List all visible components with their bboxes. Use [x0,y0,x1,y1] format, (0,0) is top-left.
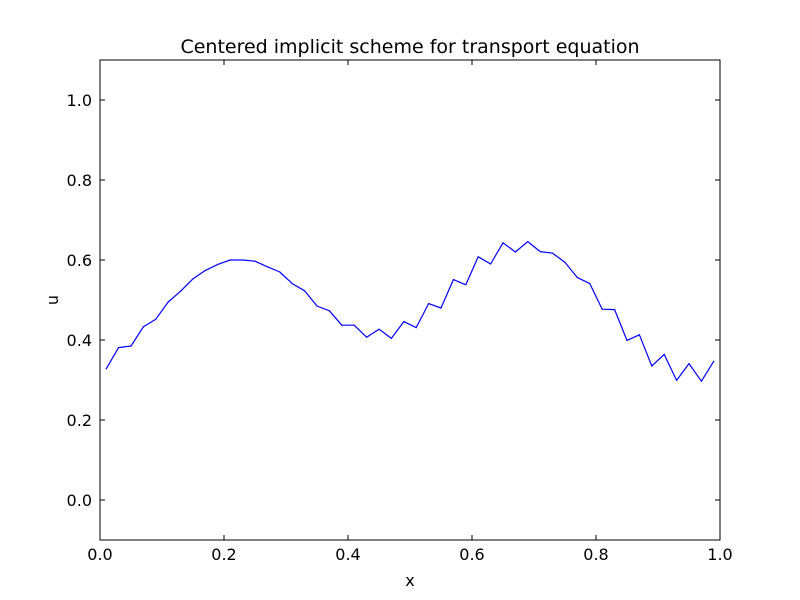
data-point [564,261,566,263]
data-point [428,303,430,305]
data-point [105,368,107,370]
data-point [180,290,182,292]
data-point [291,283,293,285]
data-point [490,263,492,265]
data-point [415,327,417,329]
data-point [638,334,641,336]
y-tick-label: 0.4 [67,331,92,350]
y-tick-label: 0.6 [67,251,92,270]
data-point [155,318,157,320]
y-tick-label: 0.8 [67,171,92,190]
chart-title: Centered implicit scheme for transport e… [180,36,639,58]
data-point [713,360,715,362]
x-axis-label: x [405,571,414,590]
x-tick-label: 1.0 [707,545,732,564]
x-tick-label: 0.6 [459,545,484,564]
data-point [651,365,653,367]
data-point [676,379,678,381]
data-point [316,305,318,307]
x-tick-label: 0.8 [583,545,608,564]
x-tick-label: 0.0 [87,545,112,564]
plot-series [105,241,715,382]
data-point [229,259,231,261]
x-tick-label: 0.2 [211,545,236,564]
data-point [279,271,281,273]
data-point [390,337,392,339]
data-point [192,278,194,280]
data-point [514,251,517,253]
data-point [254,260,256,262]
data-point [341,324,343,326]
data-point [477,256,479,258]
data-point [576,277,579,279]
data-point [378,328,380,330]
data-point [242,259,244,261]
x-tick-label: 0.4 [335,545,360,564]
plot-frame [99,59,721,541]
data-point [614,309,616,311]
data-point [366,336,368,338]
data-point [552,252,554,254]
data-point [452,279,454,281]
data-point [167,301,169,303]
data-point [217,263,219,265]
y-tick-label: 0.2 [67,411,92,430]
data-point [700,380,703,382]
data-point [626,339,628,341]
data-point [142,326,144,328]
data-point [328,310,330,312]
data-point [130,345,132,347]
y-tick-label: 0.0 [67,491,92,510]
data-point [465,284,467,286]
data-point [204,269,206,271]
y-axis-label: u [43,295,62,305]
data-point [440,307,442,309]
data-point [527,241,529,243]
series-line [105,241,715,382]
data-point [539,251,541,253]
data-point [403,321,405,323]
data-point [304,290,306,292]
data-point [502,242,504,244]
data-point [118,347,120,349]
axis-ticks: 0.0 0.2 0.4 0.6 0.8 1.0 0.0 0.2 0.4 0.6 0.8 1.0 [67,60,733,564]
data-point [688,363,690,365]
data-point [601,308,603,310]
y-tick-label: 1.0 [67,91,92,110]
data-point [663,353,665,355]
data-point [589,283,591,285]
data-point [266,266,268,268]
data-point [353,324,355,326]
